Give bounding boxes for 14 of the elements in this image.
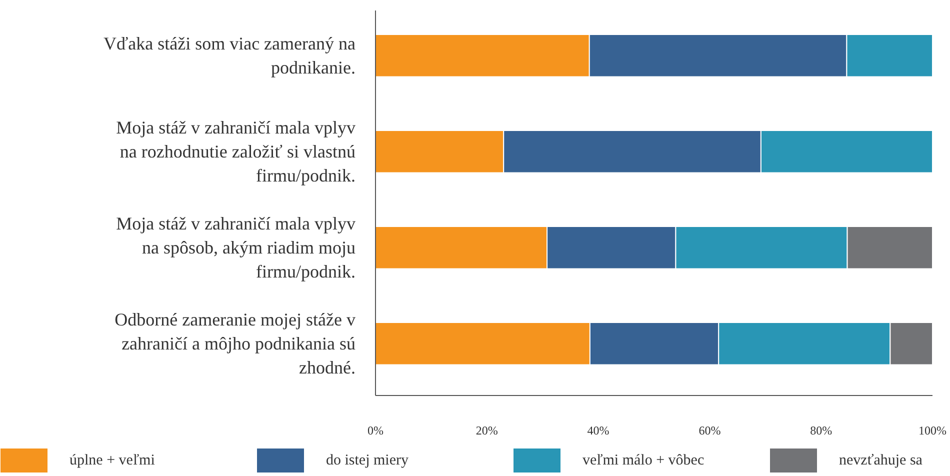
legend-label: do istej miery	[326, 452, 409, 468]
x-tick-label: 20%	[476, 424, 498, 438]
y-tick-label: Odborné zameranie mojej stáže v zahraničí a môjho podnikania sú zhodné.	[114, 310, 356, 378]
x-tick-label: 100%	[918, 424, 946, 438]
x-tick-label: 0%	[368, 424, 384, 438]
legend-label: úplne + veľmi	[70, 452, 155, 468]
y-tick-label: Moja stáž v zahraničí mala vplyv na spôsob, akým riadim moju firmu/podnik.	[116, 214, 356, 282]
y-tick-label: Moja stáž v zahraničí mala vplyv na rozhodnutie založiť si vlastnú firmu/podnik.	[116, 118, 356, 186]
legend-label: veľmi málo + vôbec	[582, 452, 704, 468]
x-tick-label: 60%	[698, 424, 721, 438]
y-tick-label: Vďaka stáži som viac zameraný na podnikanie.	[103, 34, 356, 78]
x-tick-label: 40%	[587, 424, 610, 438]
legend-label: nevzťahuje sa	[839, 452, 923, 468]
x-tick-label: 80%	[810, 424, 832, 438]
